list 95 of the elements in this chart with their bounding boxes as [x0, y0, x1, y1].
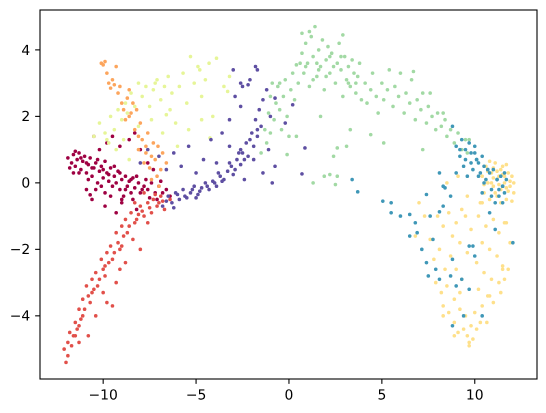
point — [103, 131, 107, 135]
point — [105, 71, 109, 75]
point — [162, 84, 166, 88]
point — [129, 91, 133, 95]
point — [144, 144, 148, 148]
point — [164, 112, 168, 117]
point — [160, 131, 164, 135]
point — [142, 161, 146, 165]
point — [155, 78, 159, 82]
point — [200, 94, 204, 98]
point — [120, 118, 124, 122]
y-tick-label: 2 — [21, 109, 30, 126]
point — [144, 151, 148, 155]
y-tick-label: −2 — [10, 242, 30, 258]
point — [122, 108, 126, 112]
point — [140, 94, 144, 98]
point — [155, 174, 159, 178]
point — [114, 148, 118, 152]
point — [105, 138, 109, 142]
point — [186, 128, 190, 132]
point — [126, 111, 130, 115]
point — [118, 84, 122, 88]
point — [168, 108, 172, 112]
y-tick-label: 4 — [21, 42, 30, 59]
point — [153, 81, 157, 85]
point — [131, 101, 135, 105]
point — [136, 81, 140, 85]
x-tick-label: −5 — [186, 387, 206, 404]
point — [114, 64, 118, 68]
y-tick-label: −4 — [10, 308, 30, 325]
point — [207, 61, 211, 65]
x-tick-label: 0 — [284, 387, 294, 404]
point — [150, 154, 154, 158]
point — [160, 151, 164, 155]
point — [108, 86, 112, 90]
point — [214, 56, 218, 60]
point — [188, 54, 192, 58]
point — [124, 101, 128, 105]
point — [196, 64, 200, 68]
point — [136, 134, 140, 138]
point — [120, 101, 124, 105]
point — [200, 118, 204, 122]
point — [174, 121, 178, 125]
point — [226, 90, 230, 94]
point — [124, 118, 128, 122]
point — [148, 104, 152, 108]
point — [204, 78, 208, 82]
point — [153, 158, 157, 162]
x-tick-label: 5 — [377, 387, 386, 404]
point — [156, 144, 160, 148]
point — [150, 118, 154, 122]
point — [138, 121, 142, 125]
point — [134, 108, 138, 112]
y-tick-label: 0 — [21, 176, 30, 192]
point — [112, 128, 116, 132]
point — [222, 84, 226, 88]
point — [176, 144, 180, 148]
point — [158, 98, 163, 102]
point — [103, 60, 107, 64]
point — [126, 96, 130, 100]
point — [127, 114, 131, 118]
point — [112, 82, 116, 87]
point — [228, 74, 232, 78]
point — [106, 81, 111, 85]
point — [152, 88, 156, 92]
point — [116, 108, 120, 112]
point — [132, 104, 137, 108]
point — [210, 114, 215, 118]
point — [98, 121, 102, 125]
x-tick-label: −10 — [88, 387, 118, 404]
point — [152, 141, 156, 145]
point — [158, 168, 163, 172]
point — [192, 81, 196, 85]
point — [127, 158, 131, 162]
point — [198, 68, 202, 72]
point — [178, 84, 182, 88]
point — [136, 124, 140, 128]
point — [170, 91, 174, 95]
point — [150, 178, 154, 182]
point — [129, 111, 133, 115]
point — [184, 101, 189, 105]
point — [140, 138, 144, 142]
point — [127, 88, 131, 92]
point — [122, 138, 126, 142]
point — [181, 71, 185, 75]
point — [132, 128, 137, 132]
point — [110, 78, 114, 82]
point — [148, 166, 152, 170]
x-tick-label: 10 — [466, 387, 484, 404]
point — [144, 84, 148, 88]
point — [164, 161, 168, 165]
point — [108, 114, 112, 118]
point — [116, 91, 120, 95]
point — [146, 131, 150, 135]
point — [166, 74, 170, 78]
